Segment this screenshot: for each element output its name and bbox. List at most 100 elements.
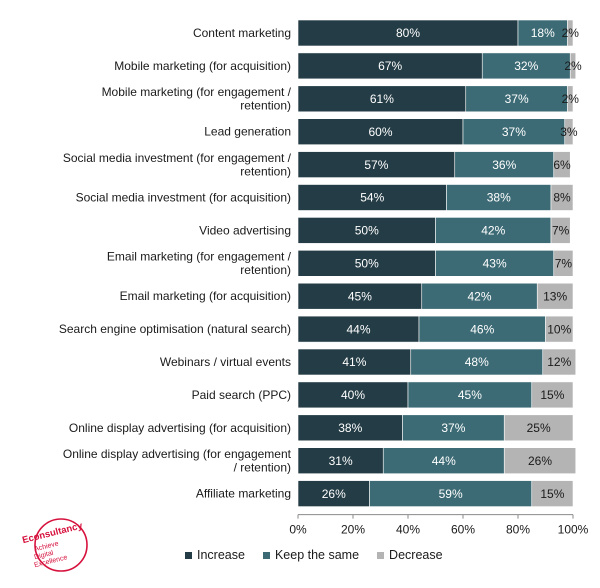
bar-segment-decrease [550,184,574,211]
bar-segment-increase [297,184,447,211]
bar-segment-increase [297,381,409,409]
data-label-decrease: 8% [553,191,571,205]
bar-segment-increase [297,19,519,47]
data-label-increase: 50% [355,257,379,271]
data-label-decrease: 25% [527,421,551,435]
category-label: Affiliate marketing [196,487,291,501]
category-label: Video advertising [199,223,291,237]
data-label-increase: 60% [368,125,392,139]
data-label-keep-the-same: 18% [531,26,555,40]
data-label-increase: 26% [322,487,346,501]
bar-segment-decrease [553,250,574,277]
category-label-line: / retention) [234,460,291,474]
category-label-line: Email marketing (for acquisition) [120,289,291,303]
data-label-keep-the-same: 32% [514,59,538,73]
category-label: Email marketing (for engagement / retenti… [107,250,292,278]
data-label-keep-the-same: 59% [439,487,463,501]
data-label-keep-the-same: 37% [502,125,526,139]
data-label-decrease: 10% [547,322,571,336]
data-label-keep-the-same: 44% [432,454,456,468]
data-label-increase: 40% [341,388,365,402]
bar-segment-keep-the-same [369,480,533,507]
category-label-line: Social media investment (for acquisition… [76,191,291,205]
bar-segment-decrease [553,151,571,178]
data-label-keep-the-same: 43% [483,257,507,271]
category-label-line: Search engine optimisation (natural sear… [59,322,291,336]
data-label-increase: 61% [370,92,394,106]
data-label-increase: 44% [346,322,370,336]
bar-segment-keep-the-same [421,282,538,310]
bar-segment-decrease [503,447,577,475]
legend-label-keep-the-same: Keep the same [274,548,360,562]
data-label-decrease: 6% [553,158,571,172]
bar-segment-decrease [536,282,574,310]
legend-label-decrease: Decrease [389,548,443,562]
data-label-keep-the-same: 45% [458,388,482,402]
data-label-decrease: 3% [560,125,578,139]
data-label-decrease: 13% [543,289,567,303]
data-label-decrease: 2% [562,92,580,106]
category-label-line: retention) [240,164,291,178]
bar-segment-decrease [545,315,574,343]
bar-segment-keep-the-same [517,19,568,47]
category-label-line: Lead generation [204,125,291,139]
bar-segment-increase [297,118,464,145]
bar-segment-keep-the-same [382,447,505,475]
data-label-increase: 38% [338,421,362,435]
legend-item-increase: Increase [185,548,245,562]
econsultancy-logo: Econsultancy Achieve Digital Excellence [21,518,88,572]
x-tick-label: 80% [506,523,530,537]
data-label-increase: 31% [329,454,353,468]
data-label-increase: 45% [348,289,372,303]
data-label-keep-the-same: 37% [441,421,465,435]
data-label-keep-the-same: 36% [492,158,516,172]
data-label-keep-the-same: 48% [465,355,489,369]
category-label: Social media investment (for engagement … [63,151,292,179]
legend-label-increase: Increase [197,548,245,562]
svg-text:Digital: Digital [34,550,55,562]
x-tick-label: 40% [396,523,420,537]
bar-segment-decrease [550,217,571,244]
data-label-decrease: 7% [555,257,573,271]
category-label: Webinars / virtual events [160,355,291,369]
category-label: Social media investment (for acquisition… [76,191,291,205]
category-label: Email marketing (for acquisition) [120,289,291,303]
data-label-keep-the-same: 42% [467,289,491,303]
category-label-line: Social media investment (for engagement … [63,151,292,165]
x-tick-label: 60% [451,523,475,537]
category-label: Paid search (PPC) [192,388,291,402]
category-label: Online display advertising (for engageme… [63,447,292,475]
category-label-line: retention) [240,99,291,113]
data-label-decrease: 26% [528,454,552,468]
data-label-decrease: 15% [540,487,564,501]
bar-segment-keep-the-same [418,315,546,343]
category-label-line: Video advertising [199,223,291,237]
x-tick-label: 100% [558,523,589,537]
bar-segment-decrease [564,118,574,145]
data-label-decrease: 2% [564,59,582,73]
data-label-increase: 57% [364,158,388,172]
category-label: Content marketing [193,26,291,40]
category-label-line: retention) [240,263,291,277]
category-label: Online display advertising (for acquisit… [69,421,291,435]
bar-segment-decrease [542,348,577,376]
bar-segment-keep-the-same [454,151,555,178]
data-label-keep-the-same: 38% [487,191,511,205]
x-tick-label: 20% [341,523,365,537]
bar-segment-keep-the-same [465,85,568,113]
data-label-increase: 80% [396,26,420,40]
category-label: Search engine optimisation (natural sear… [59,322,291,336]
data-label-keep-the-same: 46% [470,322,494,336]
data-label-keep-the-same: 42% [481,224,505,238]
category-label-line: Online display advertising (for acquisit… [69,421,291,435]
bar-segment-keep-the-same [446,184,552,211]
data-label-increase: 50% [355,224,379,238]
category-label-line: Content marketing [193,26,291,40]
bar-segment-decrease [531,381,574,409]
data-label-increase: 41% [342,355,366,369]
data-label-decrease: 2% [562,26,580,40]
bar-segment-decrease [567,19,574,47]
data-label-increase: 67% [378,59,402,73]
category-label: Mobile marketing (for engagement / retent… [102,85,292,113]
